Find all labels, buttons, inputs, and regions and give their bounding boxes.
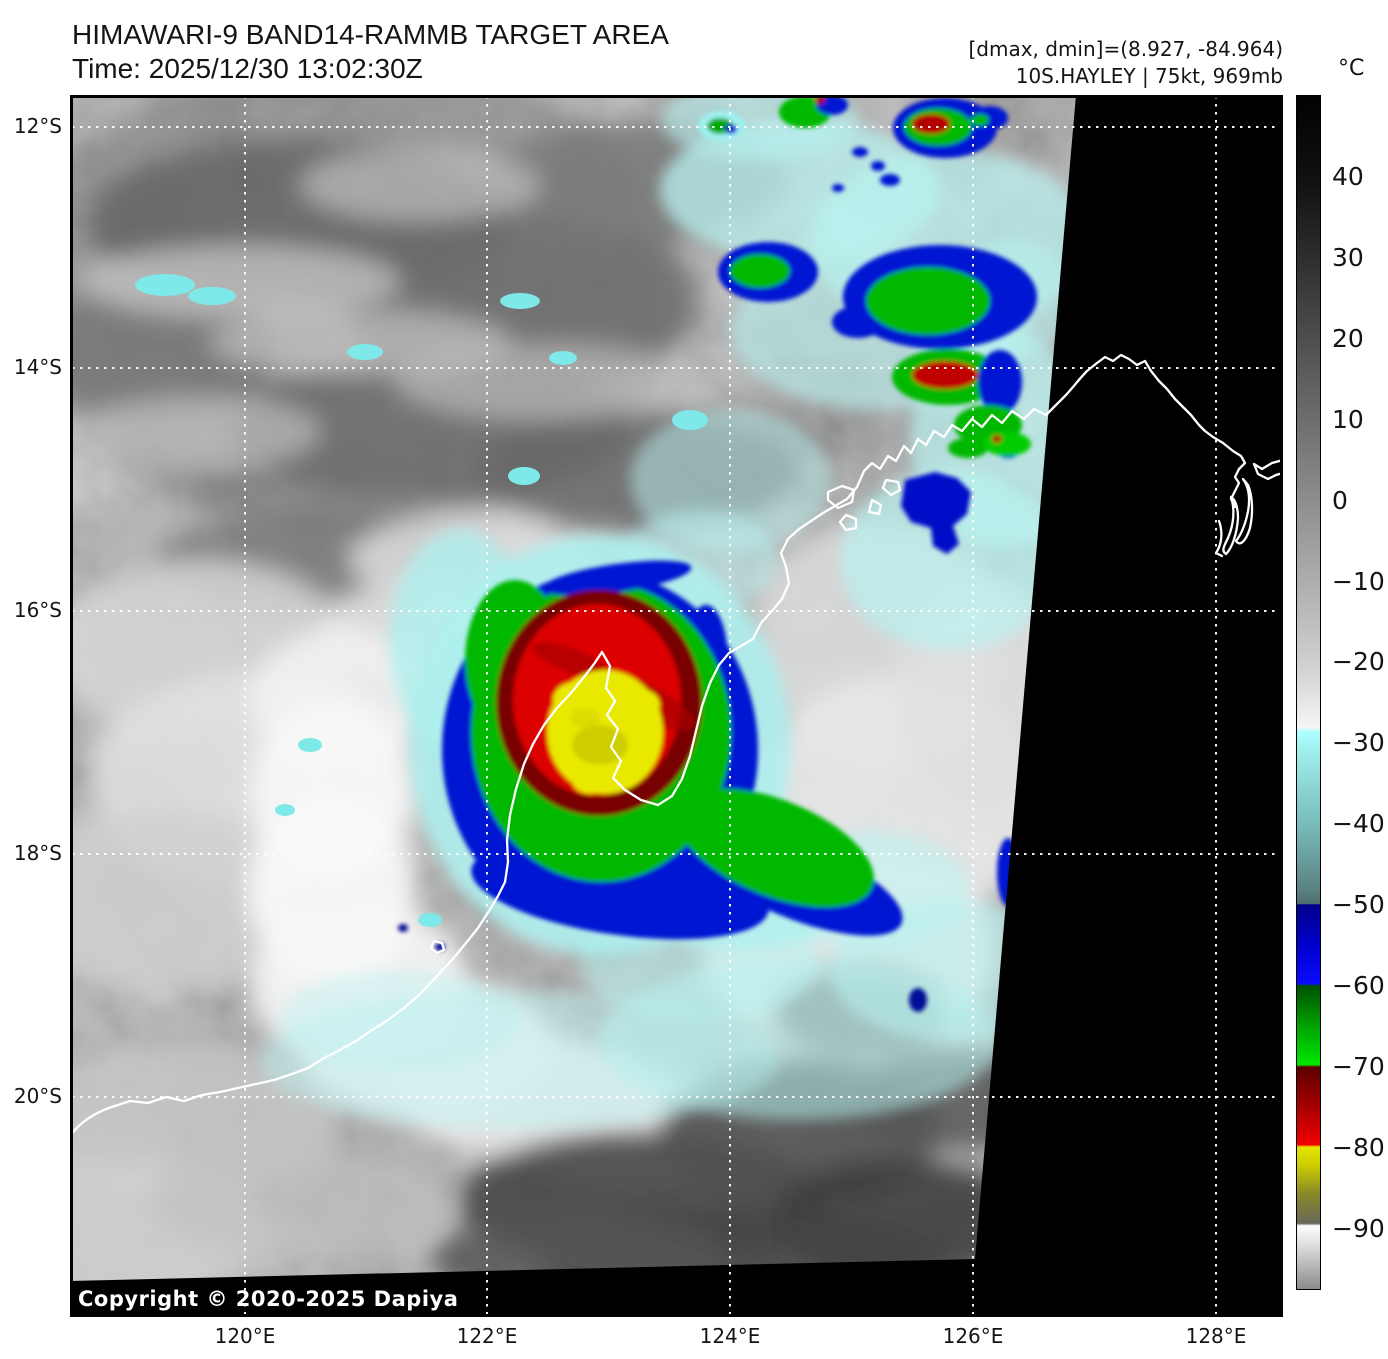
colorbar-tick-label: 40	[1332, 162, 1364, 191]
lon-tick-label: 126°E	[942, 1324, 1004, 1348]
page-title: HIMAWARI-9 BAND14-RAMMB TARGET AREA	[72, 19, 669, 50]
lon-tick-label: 128°E	[1185, 1324, 1247, 1348]
dmax-dmin-label: [dmax, dmin]=(8.927, -84.964)	[968, 37, 1283, 61]
colorbar-tick-label: −40	[1332, 809, 1385, 838]
gridlines	[72, 96, 1281, 1316]
colorbar-tick-label: −60	[1332, 971, 1385, 1000]
colorbar-tick-label: −30	[1332, 728, 1385, 757]
satellite-image	[70, 95, 1283, 1317]
colorbar-tick-label: 10	[1332, 405, 1364, 434]
lat-tick-label: 14°S	[13, 355, 62, 379]
info-block: [dmax, dmin]=(8.927, -84.964) 10S.HAYLEY…	[968, 36, 1283, 90]
colorbar-tick-label: −70	[1332, 1052, 1385, 1081]
colorbar-tick-label: −90	[1332, 1214, 1385, 1243]
colorbar-tick-label: −80	[1332, 1133, 1385, 1162]
copyright-label: Copyright © 2020-2025 Dapiya	[78, 1287, 459, 1311]
colorbar-tick-label: 20	[1332, 324, 1364, 353]
storm-info-label: 10S.HAYLEY | 75kt, 969mb	[1015, 64, 1283, 88]
colorbar-tick-label: −50	[1332, 890, 1385, 919]
lon-tick-label: 122°E	[456, 1324, 518, 1348]
colorbar-tick-label: 30	[1332, 243, 1364, 272]
colorbar-unit-label: °C	[1338, 56, 1365, 81]
time-label: Time: 2025/12/30 13:02:30Z	[72, 53, 423, 84]
lon-tick-label: 120°E	[214, 1324, 276, 1348]
coastline	[70, 353, 1283, 1138]
lon-tick-label: 124°E	[699, 1324, 761, 1348]
plot-frame	[70, 95, 1283, 1317]
cyclone	[390, 530, 903, 955]
title-block: HIMAWARI-9 BAND14-RAMMB TARGET AREA Time…	[72, 18, 669, 86]
map-plot	[70, 95, 1283, 1317]
cyan-flecks	[135, 274, 708, 927]
colorbar-tick-label: −10	[1332, 567, 1385, 596]
lat-tick-label: 16°S	[13, 598, 62, 622]
lat-tick-label: 12°S	[13, 114, 62, 138]
lat-tick-label: 18°S	[13, 841, 62, 865]
lat-tick-label: 20°S	[13, 1084, 62, 1108]
colorbar-tick-label: 0	[1332, 486, 1348, 515]
colorbar-tick-label: −20	[1332, 647, 1385, 676]
out-of-scan-region	[70, 95, 1283, 1317]
colorbar	[1296, 95, 1321, 1290]
